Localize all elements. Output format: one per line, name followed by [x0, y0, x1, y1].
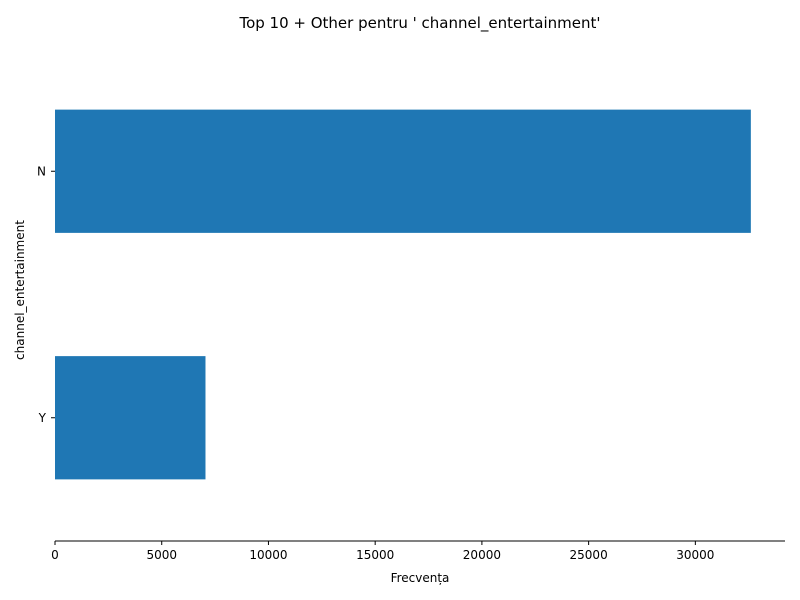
y-tick-label-N: N	[37, 164, 46, 178]
chart-title: Top 10 + Other pentru ' channel_entertai…	[238, 14, 600, 33]
x-tick-label-20000: 20000	[463, 548, 501, 562]
x-tick-label-10000: 10000	[249, 548, 287, 562]
bars-group	[55, 109, 751, 480]
bar-N	[55, 109, 751, 233]
bar-Y	[55, 356, 206, 480]
x-tick-label-0: 0	[51, 548, 59, 562]
x-axis: 0 5000 10000 15000 20000 25000 30000	[51, 540, 785, 562]
y-axis: NY	[37, 164, 55, 425]
x-axis-label: Frecvența	[391, 571, 450, 585]
x-tick-label-15000: 15000	[356, 548, 394, 562]
x-tick-label-30000: 30000	[676, 548, 714, 562]
y-tick-label-Y: Y	[38, 411, 47, 425]
x-tick-label-25000: 25000	[570, 548, 608, 562]
x-tick-label-5000: 5000	[146, 548, 177, 562]
y-axis-label: channel_entertainment	[13, 220, 27, 360]
